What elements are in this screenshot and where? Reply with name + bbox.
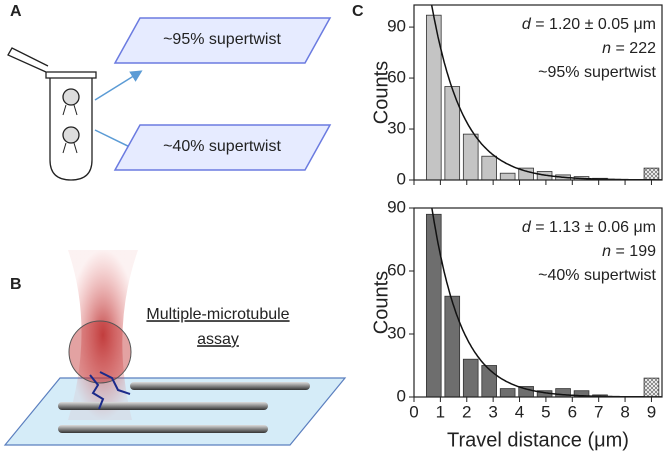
annotation: ~40% supertwist — [538, 267, 656, 284]
plot-frame — [413, 4, 663, 181]
bar — [462, 133, 479, 181]
bar — [425, 213, 442, 398]
caption: assay — [197, 331, 239, 348]
annotation-symbol: d — [522, 16, 532, 33]
annotation-symbol: n — [602, 40, 611, 57]
caption: Multiple-microtubule — [146, 306, 289, 323]
microtubule — [130, 382, 310, 390]
y-tick-label: 60 — [387, 260, 406, 279]
panel-label: B — [10, 276, 22, 293]
x-tick-label: 2 — [462, 402, 471, 421]
bar — [499, 172, 516, 181]
y-axis-label: Counts — [370, 61, 392, 124]
y-tick-label: 90 — [387, 197, 406, 216]
annotation: n = 222 — [602, 40, 656, 57]
x-tick-label: 4 — [515, 402, 524, 421]
tube — [7, 47, 97, 181]
microtubule — [58, 402, 268, 410]
y-tick-label: 90 — [387, 17, 406, 36]
x-tick-label: 1 — [436, 402, 445, 421]
annotation-symbol: d — [522, 219, 532, 236]
x-tick-label: 5 — [541, 402, 550, 421]
x-tick-label: 0 — [409, 402, 418, 421]
x-tick-label: 3 — [488, 402, 497, 421]
overflow-bar — [643, 377, 660, 398]
annotation-text: ~40% supertwist — [538, 267, 656, 284]
annotation-text: = 1.20 ± 0.05 μm — [531, 16, 656, 33]
bar — [462, 358, 479, 398]
panel-label: A — [10, 3, 22, 20]
x-tick-label: 7 — [594, 402, 603, 421]
panel-label: C — [352, 3, 364, 20]
slide — [113, 124, 332, 171]
bar — [444, 295, 461, 398]
arrow — [94, 70, 143, 101]
x-axis-label: Travel distance (μm) — [447, 429, 629, 451]
x-tick-label: 9 — [647, 402, 656, 421]
y-tick-label: 30 — [387, 323, 406, 342]
overflow-bar — [643, 167, 660, 181]
y-tick-label: 30 — [387, 119, 406, 138]
annotation: d = 1.20 ± 0.05 μm — [522, 16, 656, 33]
motors — [89, 371, 131, 410]
bar — [499, 388, 516, 398]
annotation-text: ~95% supertwist — [538, 64, 656, 81]
plot-frame — [413, 207, 663, 398]
y-tick-label: 0 — [397, 169, 406, 188]
bead — [68, 320, 132, 384]
microtubule — [58, 425, 268, 433]
x-tick-label: 8 — [620, 402, 629, 421]
annotation-text: = 1.13 ± 0.06 μm — [531, 219, 656, 236]
annotation: n = 199 — [602, 243, 656, 260]
annotation-text: = 199 — [611, 243, 656, 260]
slide — [113, 17, 332, 64]
y-tick-label: 0 — [397, 386, 406, 405]
annotation: ~95% supertwist — [538, 64, 656, 81]
laser-beam — [68, 250, 138, 420]
slide-label: ~40% supertwist — [163, 138, 281, 155]
annotation-text: = 222 — [611, 40, 656, 57]
annotation: d = 1.13 ± 0.06 μm — [522, 219, 656, 236]
bar — [481, 155, 497, 181]
slide-label: ~95% supertwist — [163, 31, 281, 48]
x-tick-label: 6 — [568, 402, 577, 421]
y-axis-label: Counts — [370, 271, 392, 334]
annotation-symbol: n — [602, 243, 611, 260]
y-tick-label: 60 — [387, 68, 406, 87]
